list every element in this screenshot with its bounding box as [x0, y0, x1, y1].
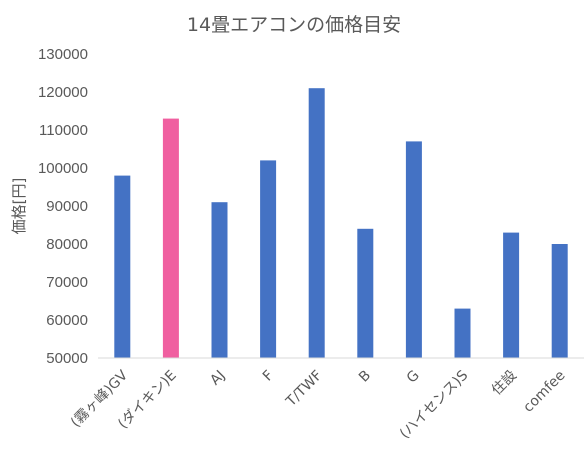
- x-category-label: F: [260, 368, 277, 385]
- y-tick-label: 120000: [38, 84, 88, 101]
- bar: [308, 88, 325, 358]
- bar: [551, 244, 568, 358]
- x-category-label: 住設: [489, 368, 520, 399]
- y-tick-label: 70000: [46, 274, 88, 291]
- bar: [162, 118, 179, 358]
- y-tick-label: 100000: [38, 160, 88, 177]
- x-category-label: T/TWF: [283, 368, 326, 411]
- bar: [503, 232, 520, 358]
- bar: [211, 202, 228, 358]
- bar: [454, 308, 471, 358]
- bar: [405, 141, 422, 358]
- bar: [260, 160, 277, 358]
- y-tick-label: 50000: [46, 350, 88, 367]
- y-tick-label: 80000: [46, 236, 88, 253]
- x-category-label: AJ: [207, 368, 228, 389]
- y-tick-label: 60000: [46, 312, 88, 329]
- x-category-label: comfee: [520, 368, 568, 416]
- y-tick-label: 110000: [39, 122, 88, 139]
- bars: [114, 88, 568, 358]
- bar: [114, 175, 131, 358]
- x-axis-labels: (霧ヶ峰)GV(ダイキン)E AJ F T/TWF B G(ハイセンス)S 住設 comfee: [68, 367, 569, 442]
- y-tick-label: 90000: [46, 198, 88, 215]
- x-category-label: G: [404, 368, 423, 387]
- chart-title: 14畳エアコンの価格目安: [186, 14, 402, 36]
- y-axis-title: 価格[円]: [10, 178, 28, 235]
- y-tick-label: 130000: [38, 46, 88, 63]
- bar: [357, 228, 374, 358]
- y-axis-ticks: 50000 60000 70000 80000 90000 100000 110000 120…: [38, 46, 88, 367]
- x-category-label: B: [356, 368, 374, 386]
